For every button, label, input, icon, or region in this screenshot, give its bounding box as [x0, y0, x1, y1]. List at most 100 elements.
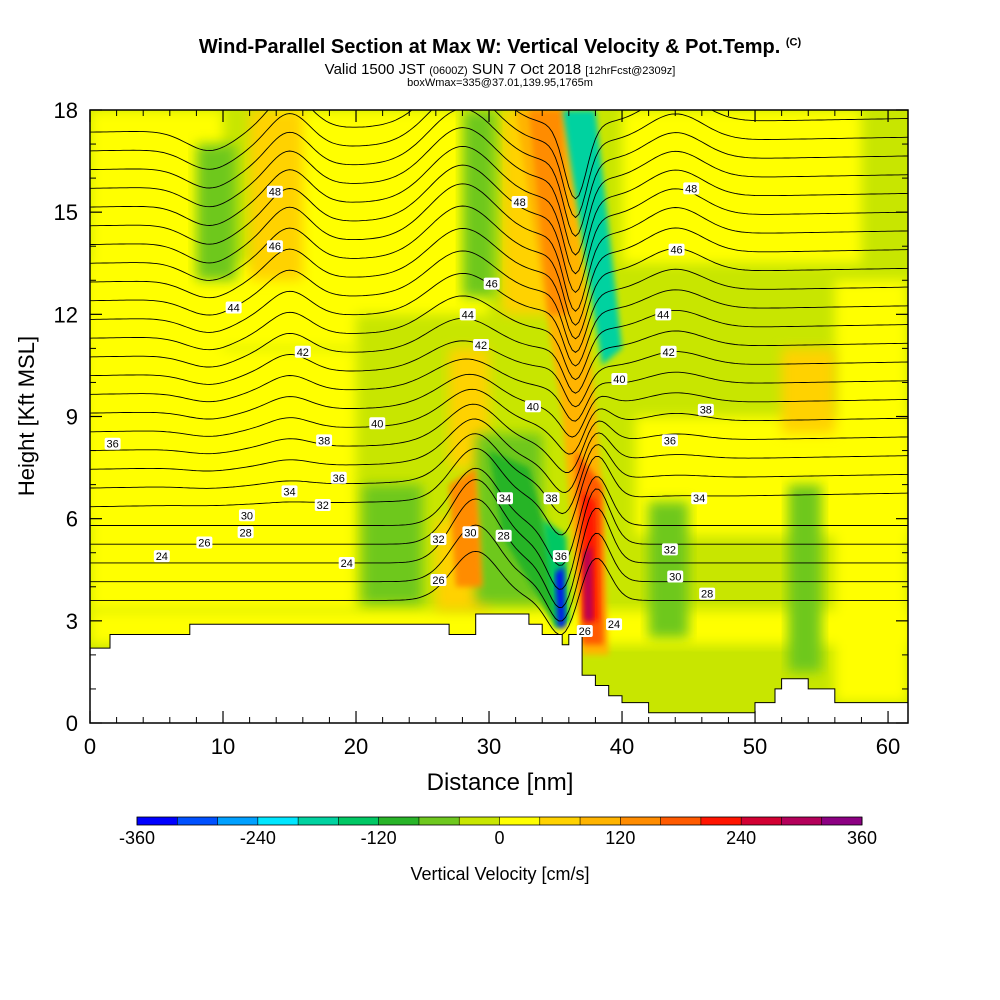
isentrope-label: 28	[495, 529, 512, 543]
isentrope-label: 38	[543, 492, 560, 505]
isentrope-label-bg	[104, 437, 121, 450]
isentrope-line	[90, 403, 908, 473]
isentrope-label: 38	[316, 434, 333, 447]
isentrope-label-bg	[430, 533, 447, 546]
isentrope-label-text: 46	[670, 245, 682, 257]
isentrope-line	[90, 524, 908, 622]
isentrope-label-bg	[338, 556, 355, 569]
isentrope-label: 46	[266, 240, 283, 253]
isentrope-label-text: 34	[693, 493, 705, 505]
isentrope-label-text: 42	[662, 347, 674, 359]
isentrope-label-bg	[153, 550, 170, 563]
isentrope-label: 36	[104, 437, 121, 451]
colorbar-tick-label: -360	[119, 828, 155, 848]
isentrope-label-bg	[483, 277, 500, 290]
isentrope-label-bg	[459, 308, 476, 321]
isentrope-label-bg	[611, 373, 628, 386]
field-patch	[648, 501, 689, 638]
field-patch	[462, 110, 496, 298]
isentrope-label: 30	[462, 526, 479, 539]
isentrope-label-text: 40	[527, 401, 539, 413]
isentrope-label-bg	[655, 308, 672, 321]
isentrope-label-text: 28	[239, 527, 251, 539]
isentrope-label-bg	[473, 338, 490, 351]
colorbar-segment	[418, 817, 460, 825]
isentrope-label-text: 34	[283, 486, 295, 498]
updraft-core	[583, 545, 593, 621]
isentrope-label: 28	[699, 587, 716, 601]
isentrope-label-text: 38	[700, 405, 712, 417]
isentrope-label-bg	[369, 417, 386, 430]
isentrope-label: 48	[683, 182, 700, 195]
y-axis-label: Height [Kft MSL]	[14, 336, 39, 496]
colorbar-segment	[217, 817, 259, 825]
isentrope-label-text: 32	[664, 544, 676, 556]
forecast-info: [12hrFcst@2309z]	[585, 65, 676, 77]
isentrope-label-text: 26	[198, 538, 210, 550]
isentrope-label-bg	[266, 185, 283, 198]
isentrope-label-bg	[552, 550, 569, 563]
y-tick-label: 15	[54, 200, 78, 225]
isentrope-label: 34	[496, 492, 513, 505]
isentrope-line	[90, 358, 908, 422]
isentrope-label-text: 34	[499, 493, 511, 505]
colorbar-segment	[257, 817, 299, 825]
isentrope-label-text: 48	[685, 183, 697, 195]
isentrope-label: 42	[473, 338, 490, 352]
isentrope-label: 30	[667, 570, 684, 584]
isentrope-label-bg	[225, 301, 242, 314]
isentrope-label: 28	[237, 526, 254, 539]
isentrope-label-bg	[496, 492, 513, 505]
isentrope-line	[90, 340, 908, 408]
chart-title-text: Wind-Parallel Section at Max W: Vertical…	[198, 36, 781, 58]
isentrope-label: 40	[524, 400, 541, 413]
isentrope-label-text: 46	[269, 241, 281, 253]
colorbar-segment	[338, 817, 380, 825]
colorbar-segment	[378, 817, 420, 825]
isentrope-line	[90, 145, 908, 275]
x-tick-label: 30	[477, 734, 501, 759]
isentrope-label: 34	[691, 492, 708, 505]
colorbar-segment	[700, 817, 742, 825]
colorbar-label: Vertical Velocity [cm/s]	[410, 864, 589, 884]
isentrope-label-bg	[294, 345, 311, 358]
isentrope-label: 48	[511, 195, 528, 209]
isentrope-label: 24	[153, 550, 170, 563]
isentrope-label-bg	[511, 195, 528, 208]
isentrope-line	[90, 479, 908, 590]
colorbar: -360 -240 -120 0 120 240 360	[119, 816, 877, 848]
x-tick-label: 0	[84, 734, 96, 759]
isentrope-label-text: 36	[664, 435, 676, 447]
isentrope-label: 36	[552, 550, 569, 563]
y-tick-label: 3	[66, 609, 78, 634]
isentrope-label-bg	[314, 499, 331, 512]
chart-title: Wind-Parallel Section at Max W: Vertical…	[0, 36, 1000, 59]
field-plume	[528, 110, 569, 315]
isentrope-label-text: 38	[545, 493, 557, 505]
isentrope-label-text: 30	[669, 572, 681, 584]
y-tick-label: 0	[66, 711, 78, 736]
isentrope-label: 26	[576, 625, 593, 638]
isentrope-label-text: 42	[297, 347, 309, 359]
isentrope-line	[90, 373, 908, 438]
x-tick-label: 20	[344, 734, 368, 759]
colorbar-segment	[781, 817, 823, 825]
isentrope-label: 34	[281, 485, 298, 498]
isentrope-label-text: 30	[241, 510, 253, 522]
isentrope-label-text: 42	[475, 340, 487, 352]
isentrope-label-bg	[281, 485, 298, 498]
isentrope-label-text: 40	[613, 374, 625, 386]
valid-zulu: (0600Z)	[429, 65, 468, 77]
x-tick-label: 50	[743, 734, 767, 759]
isentrope-label-text: 36	[333, 473, 345, 485]
isentrope-label: 24	[338, 556, 355, 570]
isentrope-label-bg	[462, 526, 479, 539]
y-tick-label: 18	[54, 98, 78, 123]
isentrope-label: 46	[483, 277, 500, 291]
isentrope-label: 26	[196, 536, 213, 550]
isentrope-label: 36	[330, 471, 347, 485]
isentrope-line	[90, 467, 908, 566]
isentrope-label-bg	[697, 403, 714, 416]
isentrope-label: 32	[430, 533, 447, 546]
